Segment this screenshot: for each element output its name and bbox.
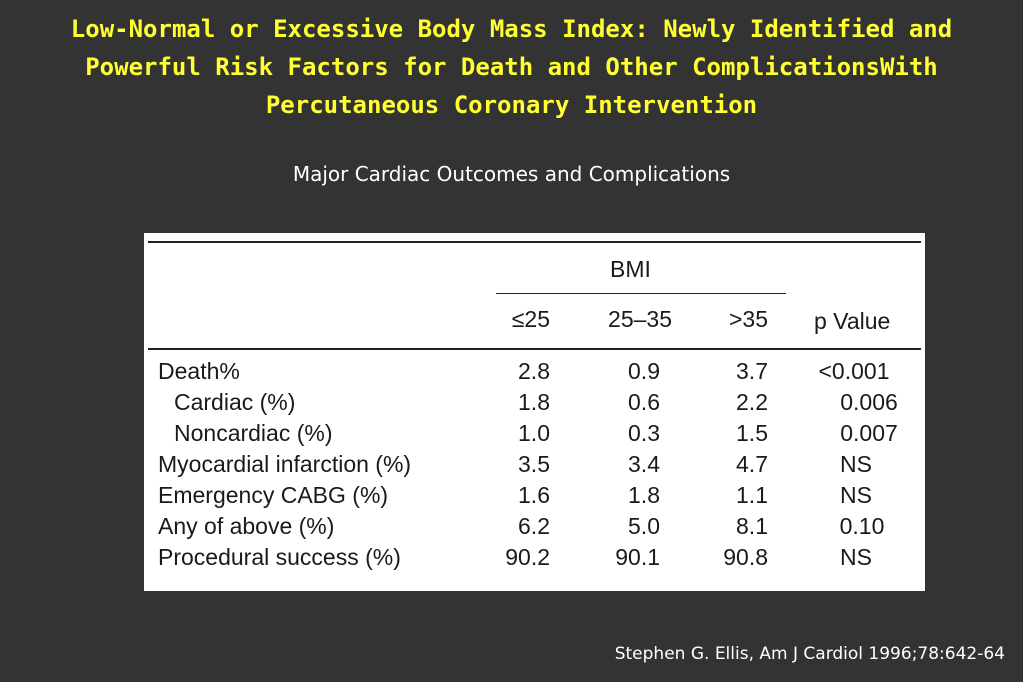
- cell-value: 1.8: [518, 389, 550, 415]
- cell-pvalue: 0.007: [840, 420, 898, 446]
- top-rule: [148, 241, 921, 243]
- cell-value: 90.1: [615, 544, 660, 570]
- cell-pvalue: NS: [840, 482, 872, 508]
- bmi-outcomes-table: BMI ≤25 25–35 >35 p Value Death% 2.8 0.9…: [144, 233, 925, 591]
- title-line-3: Percutaneous Coronary Intervention: [265, 91, 758, 119]
- cell-value: 3.5: [518, 451, 550, 477]
- cell-pvalue: NS: [840, 451, 872, 477]
- cell-value: 90.8: [723, 544, 768, 570]
- cell-pvalue: 0.006: [840, 389, 898, 415]
- row-label: Procedural success (%): [158, 544, 401, 570]
- cell-value: 0.6: [628, 389, 660, 415]
- cell-value: 90.2: [505, 544, 550, 570]
- row-label: Noncardiac (%): [174, 420, 333, 446]
- cell-pvalue: NS: [840, 544, 872, 570]
- cell-value: 5.0: [628, 513, 660, 539]
- cell-value: 1.5: [736, 420, 768, 446]
- cell-pvalue: 0.10: [839, 513, 885, 539]
- row-label: Any of above (%): [158, 513, 335, 539]
- cell-value: 2.8: [518, 358, 550, 384]
- cell-value: 0.3: [628, 420, 660, 446]
- cell-value: 3.7: [736, 358, 768, 384]
- cell-value: 1.0: [518, 420, 550, 446]
- cell-value: 3.4: [628, 451, 660, 477]
- cell-value: 6.2: [518, 513, 550, 539]
- column-header-mid: 25–35: [608, 306, 672, 332]
- bmi-group-rule: [496, 293, 786, 294]
- row-label: Myocardial infarction (%): [158, 451, 412, 477]
- cell-value: 4.7: [736, 451, 768, 477]
- cell-value: 1.8: [628, 482, 660, 508]
- slide-subtitle: Major Cardiac Outcomes and Complications: [292, 162, 731, 186]
- column-header-low: ≤25: [511, 306, 550, 332]
- header-bottom-rule: [148, 348, 921, 350]
- title-line-2: Powerful Risk Factors for Death and Othe…: [85, 53, 938, 81]
- title-line-1: Low-Normal or Excessive Body Mass Index:…: [70, 15, 953, 43]
- row-label: Death%: [158, 358, 240, 384]
- cell-value: 1.6: [518, 482, 550, 508]
- bmi-group-header: BMI: [610, 256, 651, 282]
- cell-value: 0.9: [628, 358, 660, 384]
- column-header-high: >35: [728, 306, 768, 332]
- column-header-pvalue: p Value: [814, 308, 891, 334]
- slide-title: Low-Normal or Excessive Body Mass Index:…: [0, 10, 1023, 124]
- cell-value: 1.1: [736, 482, 768, 508]
- citation: Stephen G. Ellis, Am J Cardiol 1996;78:6…: [614, 644, 1005, 664]
- cell-value: 2.2: [736, 389, 768, 415]
- cell-pvalue: <0.001: [818, 358, 890, 384]
- cell-value: 8.1: [736, 513, 768, 539]
- row-label: Cardiac (%): [174, 389, 296, 415]
- row-label: Emergency CABG (%): [158, 482, 389, 508]
